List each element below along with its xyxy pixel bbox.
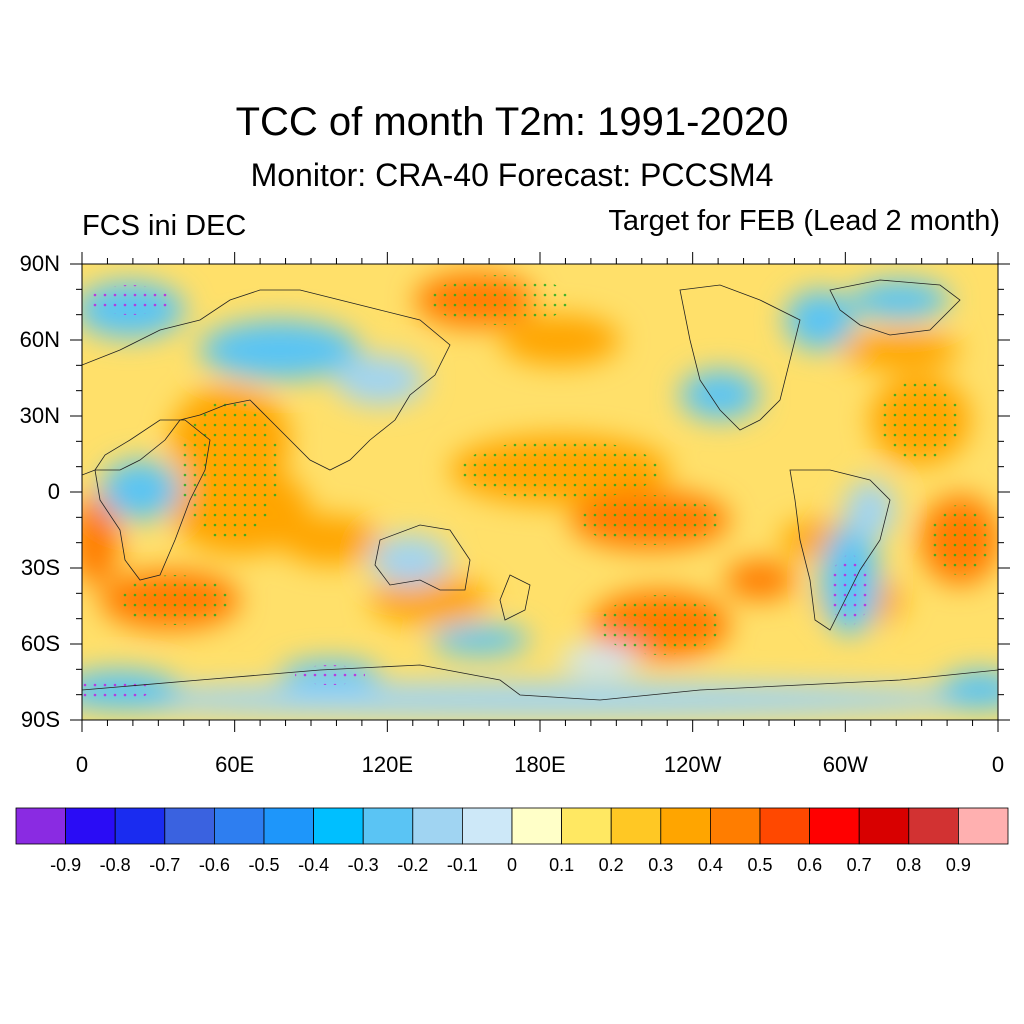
colorbar-swatch <box>561 807 612 845</box>
colorbar-label: -0.4 <box>298 855 330 875</box>
lat-label: 60S <box>20 631 60 656</box>
lat-label: 30N <box>19 403 60 428</box>
colorbar-swatch <box>412 807 463 845</box>
map-field <box>82 264 998 720</box>
lat-label: 30S <box>20 555 60 580</box>
colorbar-label: -0.5 <box>248 855 280 875</box>
colorbar-label: -0.8 <box>99 855 131 875</box>
colorbar-label: 0.8 <box>896 855 922 875</box>
lat-label: 90N <box>19 251 60 276</box>
colorbar-swatch <box>958 807 1009 845</box>
colorbar-swatch <box>908 807 959 845</box>
colorbar-label: 0.1 <box>549 855 575 875</box>
init-label: FCS ini DEC <box>82 210 247 242</box>
colorbar-label: 0.2 <box>598 855 624 875</box>
lon-label: 60W <box>822 752 868 777</box>
colorbar-label: 0.5 <box>747 855 773 875</box>
colorbar-label: 0 <box>506 855 517 875</box>
lon-label: 0 <box>991 752 1005 777</box>
chart-subtitle: Monitor: CRA-40 Forecast: PCCSM4 <box>250 157 774 193</box>
coastlines <box>82 279 998 701</box>
colorbar-swatch <box>858 807 910 845</box>
colorbar-swatch <box>313 807 364 845</box>
significance-stipple <box>82 275 990 702</box>
target-label: Target for FEB (Lead 2 month) <box>608 205 1000 237</box>
lon-label: 60E <box>215 752 255 777</box>
lat-label: 60N <box>19 327 60 352</box>
colorbar-swatch <box>809 807 860 845</box>
colorbar-swatch <box>164 807 215 845</box>
colorbar-label: -0.6 <box>198 855 230 875</box>
colorbar-swatch <box>511 807 562 845</box>
lon-label: 120W <box>663 752 722 777</box>
colorbar-label: -0.2 <box>397 855 429 875</box>
colorbar-label: -0.9 <box>50 855 82 875</box>
colorbar-label: 0.7 <box>846 855 872 875</box>
colorbar <box>15 807 1009 845</box>
colorbar-swatch <box>362 807 414 845</box>
colorbar-swatch <box>65 807 116 845</box>
lat-label: 90S <box>20 707 60 732</box>
colorbar-swatch <box>263 807 314 845</box>
colorbar-label: -0.3 <box>347 855 379 875</box>
colorbar-swatch <box>610 807 662 845</box>
colorbar-label: 0.6 <box>797 855 823 875</box>
colorbar-swatch <box>710 807 761 845</box>
lon-label: 180E <box>514 752 566 777</box>
chart-title: TCC of month T2m: 1991-2020 <box>235 100 789 144</box>
lon-label: 0 <box>75 752 89 777</box>
axis-ticks <box>70 252 1010 732</box>
colorbar-swatch <box>15 807 66 845</box>
colorbar-label: -0.7 <box>149 855 181 875</box>
colorbar-label: 0.3 <box>648 855 674 875</box>
colorbar-swatch <box>759 807 810 845</box>
colorbar-swatch <box>461 807 513 845</box>
colorbar-label: 0.4 <box>697 855 723 875</box>
colorbar-swatch <box>114 807 166 845</box>
colorbar-label: -0.1 <box>446 855 478 875</box>
colorbar-swatch <box>660 807 711 845</box>
colorbar-swatch <box>213 807 265 845</box>
lat-label: 0 <box>47 479 60 504</box>
lon-label: 120E <box>361 752 414 777</box>
colorbar-label: 0.9 <box>945 855 971 875</box>
